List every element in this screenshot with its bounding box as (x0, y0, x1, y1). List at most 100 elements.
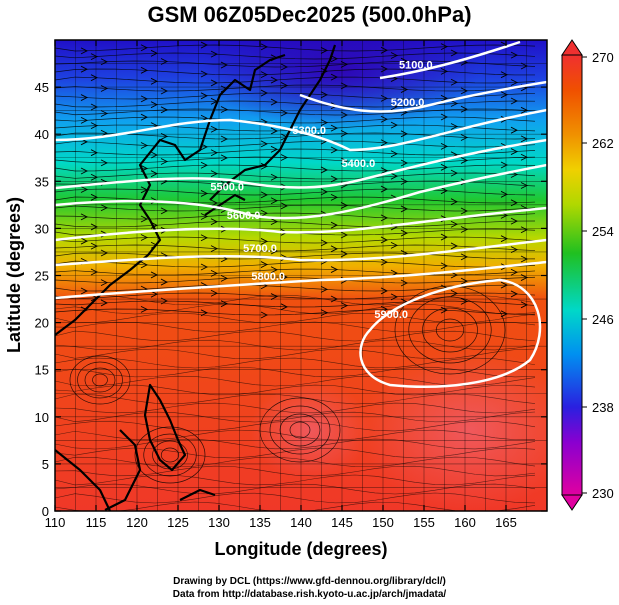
wind-arrow (270, 145, 279, 153)
wind-arrow (330, 221, 339, 229)
wind-arrow (400, 205, 409, 213)
circulation-swirl (84, 367, 116, 393)
wind-arrow (440, 67, 449, 75)
wind-arrow (450, 123, 459, 130)
wind-arrow (160, 58, 169, 65)
streamline (55, 411, 536, 423)
wind-arrow (100, 204, 109, 212)
wind-arrow (510, 148, 519, 155)
wind-arrow (210, 289, 219, 297)
wind-arrow (260, 238, 269, 245)
wind-arrow (340, 302, 349, 310)
x-tick-label: 120 (126, 515, 148, 530)
wind-arrow (100, 110, 109, 117)
circulation-swirl (160, 447, 180, 463)
wind-arrow (520, 274, 529, 281)
wind-arrow (200, 143, 209, 151)
y-tick-label: 40 (35, 127, 49, 142)
credit-drawing: Drawing by DCL (https://www.gfd-dennou.o… (173, 576, 446, 587)
wind-arrow (520, 182, 529, 189)
wind-arrow (210, 149, 219, 157)
wind-arrow (380, 236, 389, 244)
wind-arrow (320, 309, 329, 317)
wind-arrow (270, 218, 279, 225)
circulation-swirl (92, 373, 108, 387)
wind-arrow (80, 94, 89, 101)
wind-arrow (500, 161, 509, 169)
wind-arrow (450, 78, 459, 86)
wind-arrow (280, 82, 289, 89)
wind-arrow (320, 47, 329, 54)
x-tick-label: 115 (86, 515, 107, 530)
wind-arrow (340, 231, 349, 239)
wind-arrow (400, 130, 409, 138)
x-tick-label: 160 (454, 515, 476, 530)
wind-arrow (80, 287, 89, 295)
wind-arrow (460, 297, 469, 305)
wind-arrow (500, 190, 509, 198)
wind-arrow (380, 258, 389, 266)
wind-arrow (520, 153, 529, 161)
colorbar-tick-label: 230 (592, 486, 614, 501)
contour-label: 5500.0 (210, 182, 244, 194)
wind-arrow (260, 89, 269, 97)
wind-arrow (330, 193, 339, 201)
wind-arrow (210, 79, 219, 87)
circulation-swirl (279, 413, 321, 447)
streamline (55, 312, 536, 324)
wind-arrow (80, 186, 89, 193)
wind-arrow (390, 241, 399, 249)
wind-arrow (90, 74, 99, 82)
wind-arrow (380, 287, 389, 295)
wind-arrow (260, 71, 269, 79)
wind-arrow (380, 94, 389, 102)
streamline (55, 132, 536, 140)
colorbar-tick-label: 246 (592, 312, 614, 327)
wind-arrow (270, 266, 279, 274)
wind-arrow (380, 185, 389, 193)
wind-arrow (80, 167, 89, 175)
streamline (55, 276, 536, 284)
wind-arrow (330, 266, 339, 273)
colorbar-bottom-arrow (561, 494, 583, 511)
streamline (55, 330, 536, 342)
x-tick-label: 135 (249, 515, 271, 530)
circulation-swirl (394, 285, 506, 375)
streamline (55, 384, 536, 396)
grid-lines (55, 40, 547, 511)
wind-arrow (380, 65, 389, 73)
wind-arrow (520, 301, 529, 309)
wind-arrow (200, 190, 209, 197)
wind-arrow (440, 233, 449, 241)
wind-arrow (260, 140, 269, 148)
streamline (55, 164, 536, 172)
wind-arrow (90, 122, 99, 130)
streamline (55, 420, 536, 432)
x-tick-label: 165 (495, 515, 517, 530)
wind-arrow (90, 268, 99, 276)
wind-arrow (160, 207, 169, 215)
wind-arrow (390, 293, 399, 301)
wind-arrow (450, 198, 459, 206)
wind-arrow (450, 49, 459, 57)
wind-arrow (520, 255, 529, 263)
wind-arrow (380, 139, 389, 147)
wind-arrow (90, 149, 99, 157)
streamline (55, 260, 536, 268)
streamline (55, 220, 536, 228)
plot-area: 5100.0 5200.0 5300.0 5400.0 5500.0 5600.0 5700… (55, 40, 547, 511)
wind-arrow (340, 250, 349, 258)
wind-arrow (140, 234, 149, 241)
wind-arrow (200, 234, 209, 242)
wind-arrow (440, 43, 449, 51)
streamline (55, 100, 536, 108)
wind-arrow (100, 129, 109, 137)
wind-arrow (320, 91, 329, 99)
streamline (55, 44, 536, 52)
wind-arrow (150, 49, 159, 57)
y-tick-label: 5 (42, 457, 49, 472)
streamline (55, 268, 536, 276)
wind-arrow (440, 187, 449, 195)
streamline (55, 393, 536, 405)
